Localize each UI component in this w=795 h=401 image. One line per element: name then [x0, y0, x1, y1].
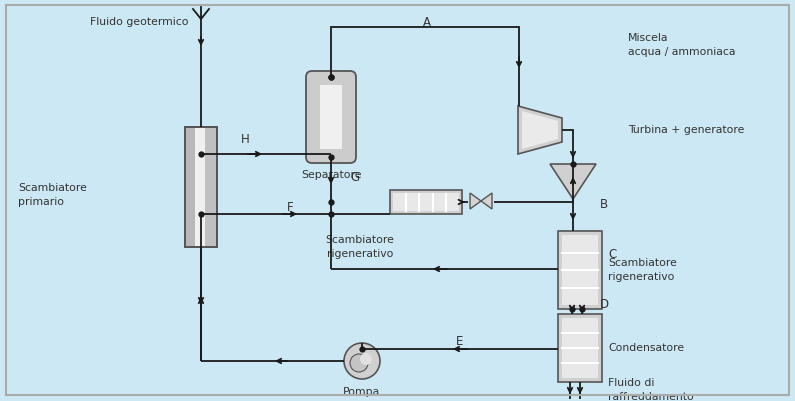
Text: Scambiatore
rigenerativo: Scambiatore rigenerativo	[608, 257, 677, 281]
Text: Condensatore: Condensatore	[608, 342, 684, 352]
Polygon shape	[518, 107, 562, 155]
Text: G: G	[351, 171, 359, 184]
Text: E: E	[456, 335, 463, 348]
Text: D: D	[600, 298, 609, 311]
Text: Pompa: Pompa	[343, 386, 381, 396]
FancyBboxPatch shape	[558, 231, 602, 309]
FancyBboxPatch shape	[562, 235, 598, 305]
FancyBboxPatch shape	[558, 314, 602, 382]
Text: B: B	[600, 198, 608, 211]
Text: C: C	[608, 248, 616, 261]
Text: Scambiatore
rigenerativo: Scambiatore rigenerativo	[326, 235, 394, 258]
Circle shape	[344, 343, 380, 379]
FancyBboxPatch shape	[562, 318, 598, 378]
Text: H: H	[241, 133, 250, 146]
Polygon shape	[522, 112, 558, 150]
FancyBboxPatch shape	[393, 194, 459, 211]
FancyBboxPatch shape	[186, 129, 195, 246]
Polygon shape	[550, 164, 596, 200]
Text: Fluido geotermico: Fluido geotermico	[90, 17, 188, 27]
Polygon shape	[470, 194, 481, 209]
Circle shape	[360, 353, 372, 365]
FancyBboxPatch shape	[185, 128, 217, 247]
Polygon shape	[481, 194, 492, 209]
FancyBboxPatch shape	[306, 72, 356, 164]
FancyBboxPatch shape	[195, 129, 205, 246]
Circle shape	[350, 354, 368, 372]
Text: Fluido di
raffreddamento: Fluido di raffreddamento	[608, 377, 694, 401]
Text: Scambiatore
primario: Scambiatore primario	[18, 182, 87, 207]
Text: Turbina + generatore: Turbina + generatore	[628, 125, 744, 135]
Text: Separatore: Separatore	[301, 170, 361, 180]
Text: A: A	[423, 16, 431, 28]
FancyBboxPatch shape	[390, 190, 462, 215]
FancyBboxPatch shape	[320, 86, 342, 150]
Text: Miscela
acqua / ammoniaca: Miscela acqua / ammoniaca	[628, 33, 735, 57]
Text: F: F	[287, 201, 293, 214]
FancyBboxPatch shape	[205, 129, 216, 246]
